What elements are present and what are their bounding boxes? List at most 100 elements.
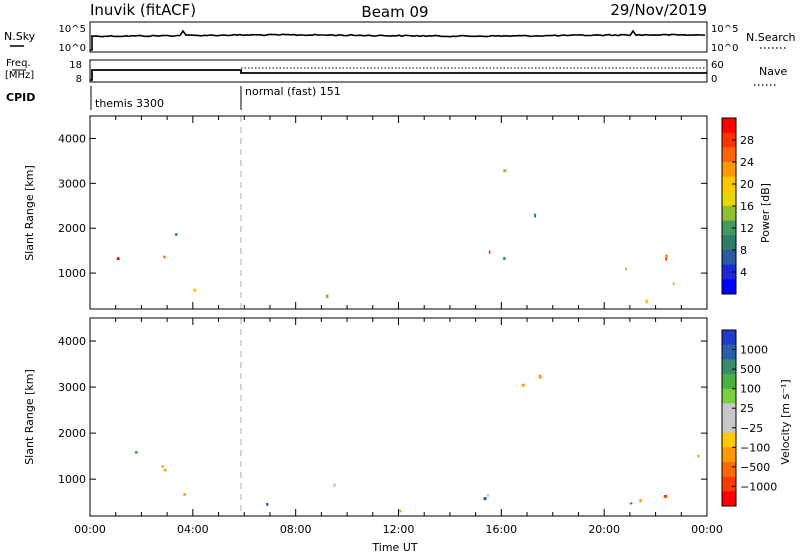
colorbar-tick-label: 100 <box>740 383 761 396</box>
power-colorbar: 28 24 20 16 12 8 4 <box>721 117 754 295</box>
xtick-label: 00:00 <box>74 523 106 536</box>
cpid-segment-1: themis 3300 <box>95 97 164 110</box>
echo-cell <box>175 233 178 236</box>
colorbar-segment <box>722 250 736 266</box>
freq-tick-bottom: 8 <box>76 74 82 85</box>
echo-cell <box>503 256 506 260</box>
colorbar-tick-label: 12 <box>740 222 754 235</box>
nsky-tick-top: 10^5 <box>59 24 86 35</box>
colorbar-tick-label: −500 <box>740 461 770 474</box>
echo-cell <box>672 282 675 285</box>
velocity-ylabel: Slant Range [km] <box>23 369 36 465</box>
colorbar-segment <box>722 176 736 192</box>
date-title: 29/Nov/2019 <box>610 1 707 19</box>
velocity-colorbar: 1000 500 100 25 −25 −100 −500 −1000 <box>721 329 777 507</box>
colorbar-segment <box>722 235 736 251</box>
nsearch-label: N.Search <box>746 31 796 44</box>
cpid-panel: CPID themis 3300 normal (fast) 151 <box>6 85 341 110</box>
power-ylabel: Slant Range [km] <box>23 165 36 261</box>
echo-cell <box>134 451 138 454</box>
velocity-panel: 1000 2000 3000 4000 00:00 04:00 08:00 12:00 16:… <box>23 317 792 536</box>
echo-cell <box>325 294 329 299</box>
xtick-label: 00:00 <box>691 523 723 536</box>
colorbar-segment <box>722 132 736 148</box>
echo-cell <box>645 299 649 304</box>
ytick-label: 4000 <box>58 335 86 348</box>
colorbar-segment <box>722 432 736 448</box>
power-yticks: 1000 2000 3000 4000 <box>58 132 707 280</box>
colorbar-segment <box>722 462 736 478</box>
xtick-label: 08:00 <box>280 523 312 536</box>
colorbar-tick-label: 8 <box>740 244 747 257</box>
colorbar-tick-label: 16 <box>740 200 754 213</box>
colorbar-segment <box>722 359 736 375</box>
colorbar-segment <box>722 374 736 390</box>
echo-cell <box>629 502 633 505</box>
freq-label: Freq. <box>6 58 31 69</box>
ytick-label: 3000 <box>58 381 86 394</box>
echo-cell <box>163 255 166 259</box>
ytick-label: 2000 <box>58 222 86 235</box>
ytick-label: 2000 <box>58 427 86 440</box>
colorbar-segment <box>722 279 736 295</box>
nsearch-tick-top: 10^5 <box>711 24 738 35</box>
echo-cell <box>488 250 491 254</box>
colorbar-segment <box>722 206 736 222</box>
colorbar-tick-label: 500 <box>740 363 761 376</box>
x-axis-label: Time UT <box>371 541 417 554</box>
colorbar-tick-label: 28 <box>740 134 754 147</box>
echo-cell <box>116 257 120 260</box>
nave-tick-bottom: 0 <box>711 74 717 85</box>
colorbar-segment <box>722 147 736 163</box>
colorbar-segment <box>722 344 736 360</box>
echo-cell <box>183 493 187 496</box>
colorbar-segment <box>722 476 736 492</box>
freq-line <box>90 69 707 81</box>
colorbar-tick-label: 20 <box>740 178 754 191</box>
velocity-colorbar-label: Velocity [m s⁻¹] <box>779 379 792 464</box>
echo-cell <box>486 494 490 497</box>
nsky-line <box>90 29 706 51</box>
xtick-label: 12:00 <box>383 523 415 536</box>
ytick-label: 1000 <box>58 473 86 486</box>
freq-unit: [MHz] <box>5 70 34 81</box>
colorbar-segment <box>722 330 736 346</box>
echo-cell <box>697 455 700 458</box>
nsearch-tick-bottom: 10^0 <box>711 43 738 54</box>
station-title: Inuvik (fitACF) <box>90 1 196 19</box>
echo-cell <box>538 374 542 379</box>
echo-cell <box>663 495 667 498</box>
colorbar-frame <box>721 329 737 507</box>
echo-cell <box>483 497 487 501</box>
echo-cell <box>266 502 269 506</box>
colorbar-tick-label: −25 <box>740 422 763 435</box>
nsky-label: N.Sky <box>4 30 36 43</box>
colorbar-tick-label: 1000 <box>740 344 768 357</box>
nsky-panel: N.Sky 10^5 10^0 10^5 10^0 N.Search <box>4 21 796 54</box>
velocity-yticks: 1000 2000 3000 4000 <box>58 335 707 486</box>
colorbar-segment <box>722 403 736 419</box>
colorbar-tick-label: −1000 <box>740 480 777 493</box>
colorbar-tick-label: 24 <box>740 156 754 169</box>
colorbar-segment <box>722 191 736 207</box>
colorbar-segment <box>722 220 736 236</box>
xtick-label: 16:00 <box>485 523 517 536</box>
velocity-data <box>134 374 700 513</box>
xtick-label: 20:00 <box>588 523 620 536</box>
xtick-label: 04:00 <box>177 523 209 536</box>
echo-cell <box>639 498 642 503</box>
ytick-label: 3000 <box>58 177 86 190</box>
echo-cell <box>193 288 197 292</box>
freq-panel: Freq. [MHz] 18 8 60 0 Nave <box>5 58 787 86</box>
cpid-label: CPID <box>6 91 35 104</box>
beam-title: Beam 09 <box>361 3 428 21</box>
colorbar-segment <box>722 162 736 178</box>
ytick-label: 4000 <box>58 132 86 145</box>
colorbar-segment <box>722 388 736 404</box>
echo-cell <box>163 468 167 472</box>
echo-cell <box>665 258 667 261</box>
echo-cell <box>503 169 507 173</box>
power-xticks <box>89 116 708 309</box>
echo-cell <box>333 483 336 487</box>
